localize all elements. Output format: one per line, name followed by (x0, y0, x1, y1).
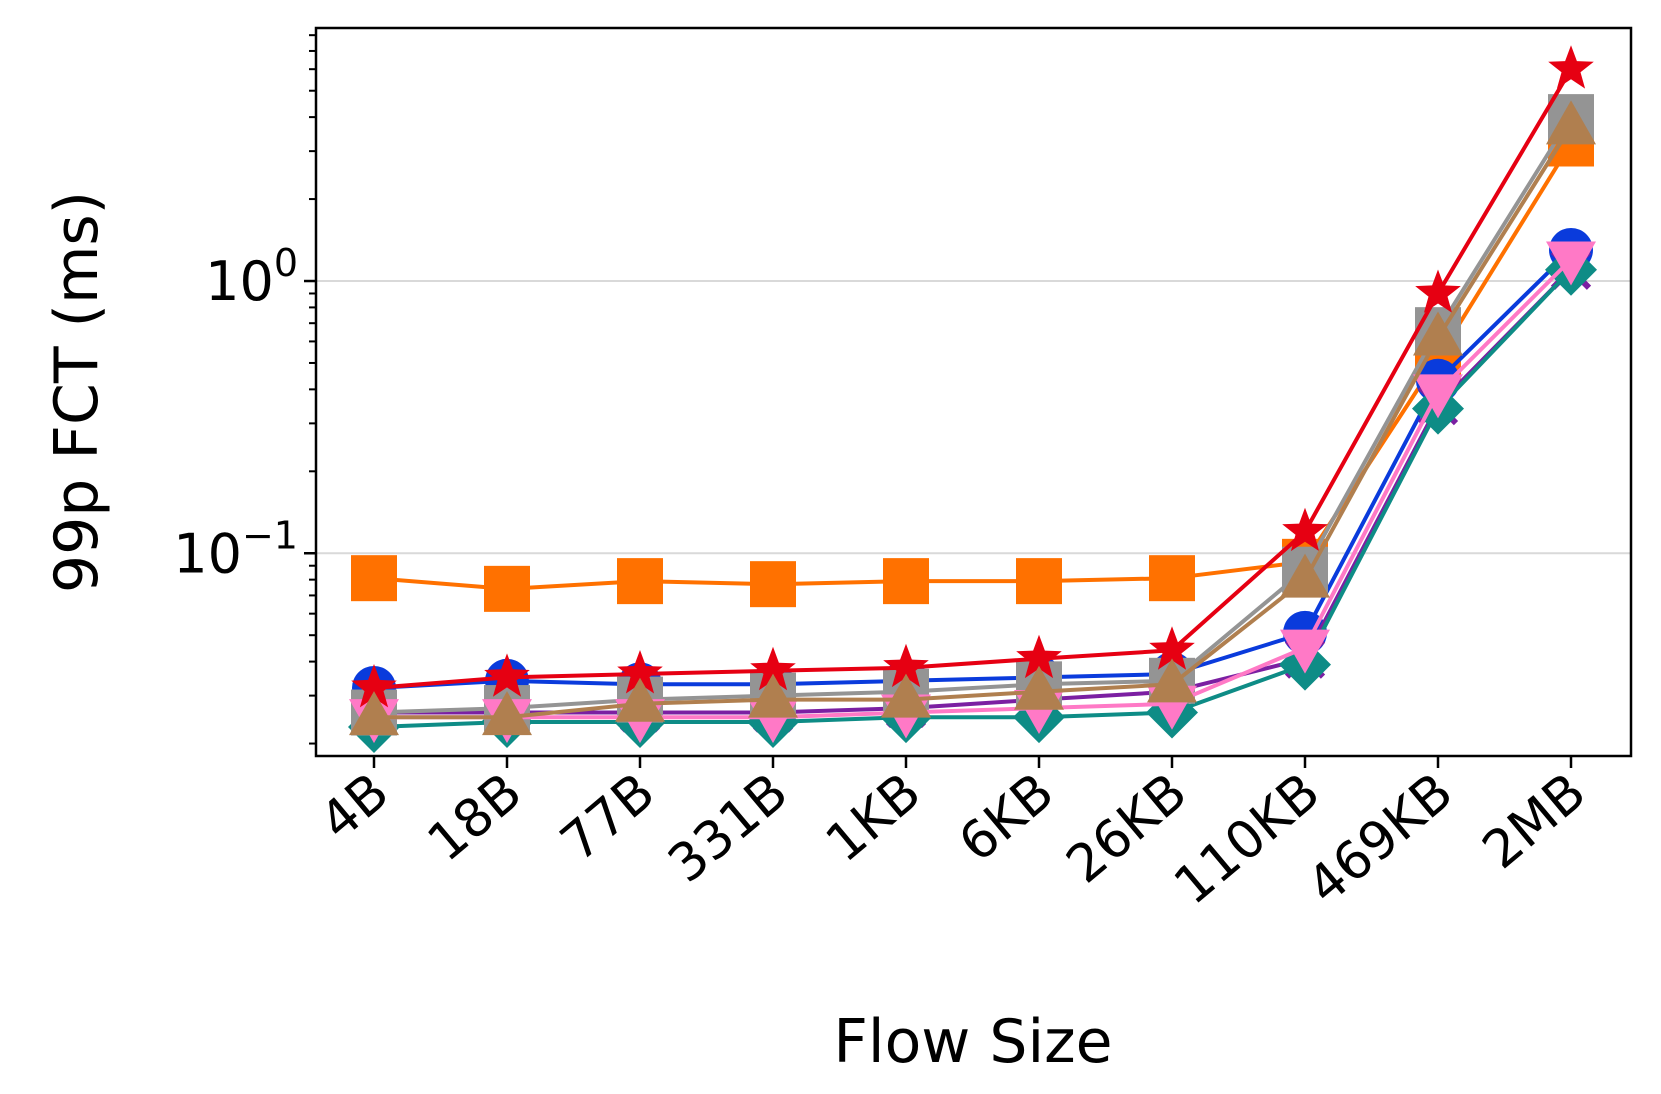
data-point (883, 558, 929, 605)
data-point (1280, 553, 1330, 598)
data-point (617, 650, 663, 694)
data-point (351, 555, 397, 602)
y-tick-base: 10 (205, 250, 274, 313)
series-7 (351, 45, 1594, 708)
series-line (374, 258, 1573, 720)
y-tick-label: 10−1 (173, 513, 298, 585)
x-tick-label: 110KB (1163, 762, 1331, 917)
series-8 (349, 100, 1596, 736)
series-line (373, 68, 1573, 690)
y-axis-label: 99p FCT (ms) (42, 191, 112, 593)
data-point (484, 653, 530, 697)
x-tick-label: 6KB (948, 762, 1065, 874)
data-point (1415, 269, 1461, 313)
data-point (1016, 558, 1062, 605)
data-point (351, 664, 397, 708)
gridlines (316, 280, 1631, 555)
y-tick-base: 10 (173, 522, 242, 585)
series-line (374, 125, 1573, 720)
x-tick-label: 18B (417, 762, 534, 873)
x-tick-label: 1KB (815, 762, 932, 874)
series-3 (353, 249, 1592, 733)
data-point (1546, 241, 1596, 286)
data-point (484, 565, 530, 612)
x-tick-label: 2MB (1472, 762, 1598, 881)
series-line (373, 248, 1573, 690)
data-point (1548, 45, 1594, 89)
data-point (1546, 100, 1596, 145)
series-1 (351, 120, 1594, 612)
series-6 (349, 241, 1596, 744)
x-axis-label: Flow Size (833, 1007, 1112, 1077)
data-point (617, 558, 663, 605)
series-line (373, 268, 1573, 729)
plot-frame (314, 26, 1633, 758)
data-point (1014, 665, 1064, 710)
data-point (1413, 374, 1463, 419)
series-5 (351, 94, 1594, 736)
data-point (881, 673, 931, 718)
series-layer (348, 45, 1597, 754)
data-point (883, 643, 929, 688)
data-point (1149, 626, 1195, 670)
x-tick-label: 469KB (1296, 762, 1464, 917)
data-point (615, 677, 665, 722)
y-tick-exponent: 0 (274, 241, 298, 285)
data-point (1280, 629, 1330, 674)
data-point (1016, 634, 1062, 679)
data-point (349, 691, 399, 736)
x-tick-label: 331B (657, 762, 799, 895)
series-line (374, 268, 1573, 715)
data-point (1149, 555, 1195, 602)
y-tick-exponent: −1 (242, 513, 298, 557)
y-tick-label: 100 (205, 241, 298, 313)
data-point (750, 561, 796, 608)
data-point (1282, 507, 1328, 552)
x-tick-label: 4B (309, 762, 400, 852)
data-point (1413, 311, 1463, 356)
data-point (748, 673, 798, 718)
data-point (482, 691, 532, 736)
data-point (750, 646, 796, 691)
data-point (1147, 658, 1197, 703)
x-tick-label: 77B (550, 762, 667, 873)
series-line (373, 116, 1573, 715)
series-line (373, 142, 1573, 591)
